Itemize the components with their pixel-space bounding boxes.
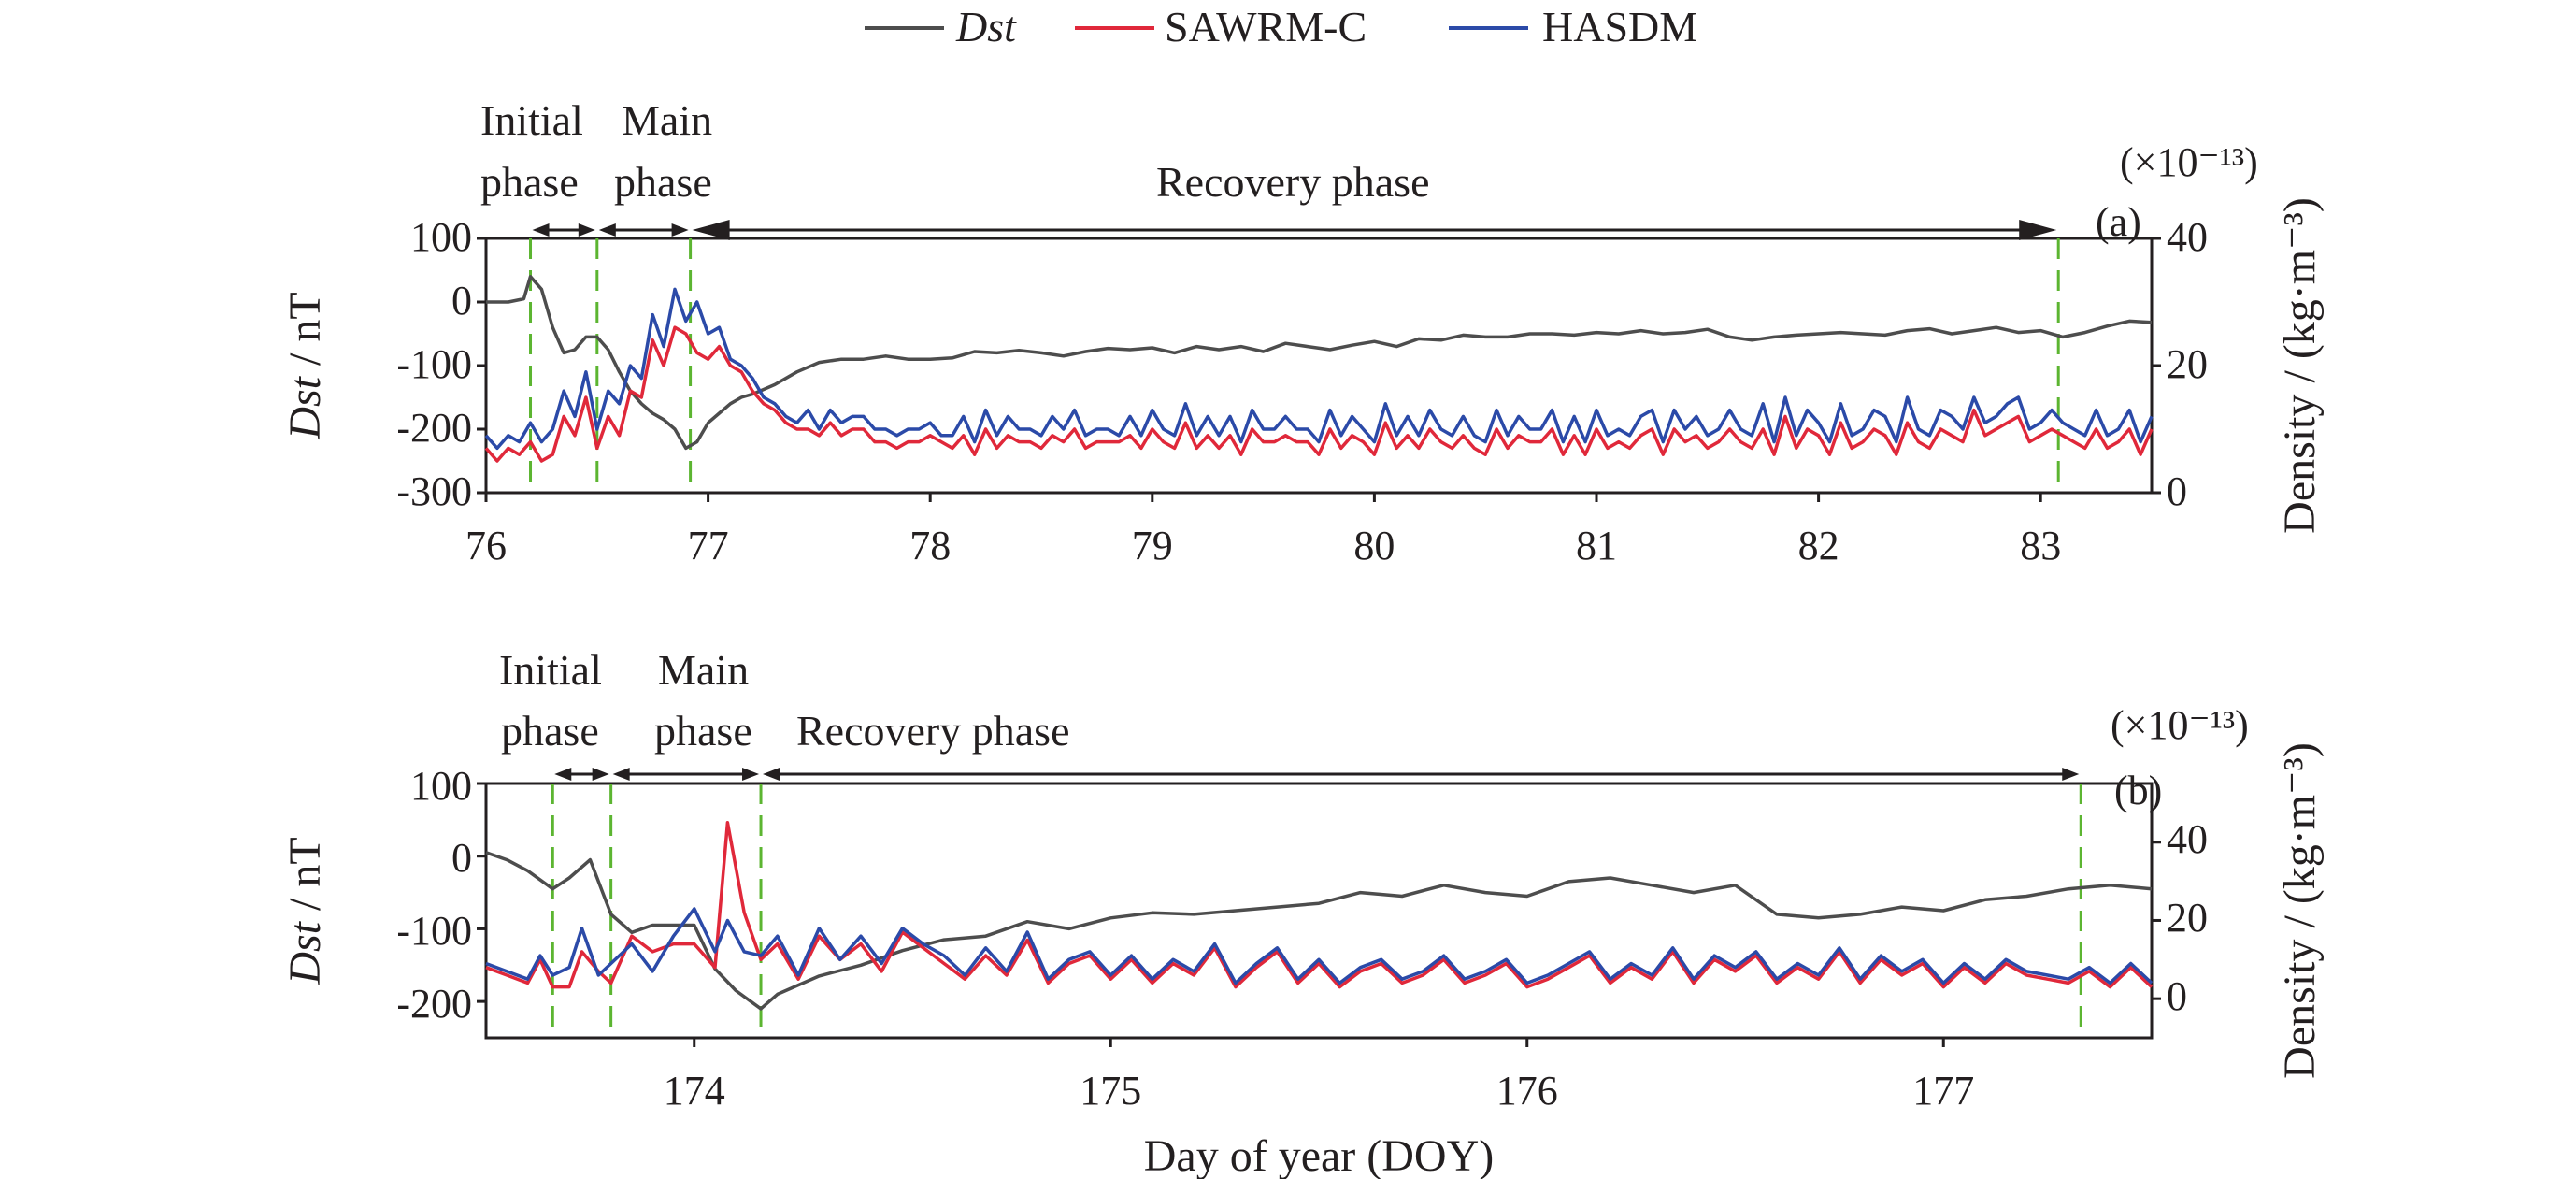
panel-a-xtick: 83: [2020, 523, 2061, 568]
panel-b-right-ticks: 0 20 40: [2167, 816, 2208, 1019]
phase-arrow-head-left: [554, 768, 572, 781]
panel-a-ytick-right: 0: [2167, 468, 2187, 514]
panel-b-left-ticks: 100 0 -100 -200: [396, 763, 472, 1027]
panel-a-right-ticks: 0 20 40: [2167, 214, 2208, 514]
panel-a: 100 0 -100 -200 -300 0 20 40 76 77 78 79…: [280, 96, 2325, 568]
series-line-sawrm-c: [484, 325, 2154, 463]
panel-b-xtick: 177: [1912, 1068, 1974, 1114]
panel-a-phase-recovery: Recovery phase: [1156, 158, 1430, 206]
panel-a-xtick: 78: [909, 523, 951, 568]
panel-b-series: [477, 782, 2161, 1047]
phase-arrow-head-right: [578, 223, 595, 237]
panel-a-ytick-right: 20: [2167, 341, 2208, 387]
panel-b-ytick-left: 0: [451, 835, 472, 881]
panel-b-phase-initial: Initial: [499, 646, 602, 694]
phase-arrow-head-right: [671, 223, 689, 237]
series-line-dst: [486, 275, 2153, 451]
panel-b-phase-text: Initial Main phase phase Recovery phase: [499, 646, 1070, 755]
panel-a-series: [477, 237, 2161, 502]
panel-a-phase-initial: Initial: [480, 96, 583, 144]
panel-b-phase-arrows: [554, 768, 2080, 781]
panel-b-frame: [484, 782, 2154, 1040]
series-line-dst: [485, 851, 2153, 1011]
panel-a-label: (a): [2096, 199, 2141, 245]
panel-a-xtick: 80: [1353, 523, 1395, 568]
phase-arrow-head-left: [612, 768, 630, 781]
panel-b-xtick: 174: [664, 1068, 725, 1114]
panel-b-xtick: 176: [1496, 1068, 1558, 1114]
panel-b-phase-recovery: Recovery phase: [796, 707, 1070, 755]
panel-b-label: (b): [2114, 768, 2162, 813]
legend-dst-label: Dst: [955, 3, 1017, 50]
panel-b-x-ticks: 174 175 176 177: [664, 1068, 1974, 1114]
panel-b-ytick-left: 100: [410, 763, 472, 809]
panel-b-ytick-right: 40: [2167, 816, 2208, 862]
panel-b-phase-main: Main: [658, 646, 749, 694]
phase-arrow-head-left: [692, 220, 730, 240]
phase-arrow-head-left: [763, 768, 780, 781]
legend-hasdm-label: HASDM: [1542, 3, 1697, 50]
panel-a-phase-main: Main: [622, 96, 712, 144]
panel-b-ytick-right: 20: [2167, 895, 2208, 941]
phase-arrow-head-right: [592, 768, 609, 781]
panel-b-phase-word1: phase: [501, 707, 599, 755]
panel-a-ytick-left: -100: [396, 341, 472, 387]
legend-sawrm-label: SAWRM-C: [1165, 3, 1367, 50]
panel-a-ytick-left: 0: [451, 278, 472, 324]
panel-b-multiplier: (×10⁻¹³): [2111, 702, 2249, 748]
panel-a-phase-word1: phase: [480, 158, 579, 206]
phase-arrow-head-left: [532, 223, 550, 237]
panel-a-xtick: 77: [688, 523, 729, 568]
panel-a-phase-text: Initial Main phase phase Recovery phase: [480, 96, 1430, 206]
panel-a-ylabel-left: Dst / nT: [280, 292, 330, 439]
series-line-hasdm: [484, 287, 2154, 451]
phase-arrow-head-right: [742, 768, 760, 781]
panel-b-ytick-left: -100: [396, 908, 472, 954]
panel-b-ytick-right: 0: [2167, 973, 2187, 1019]
series-line-sawrm-c: [485, 821, 2154, 989]
panel-a-left-ticks: 100 0 -100 -200 -300: [396, 214, 472, 514]
panel-a-ytick-right: 40: [2167, 214, 2208, 260]
panel-a-ytick-left: 100: [410, 214, 472, 260]
phase-arrow-head-left: [598, 223, 616, 237]
panel-b-phase-boundaries: [551, 784, 2082, 1038]
panel-a-phase-word2: phase: [614, 158, 712, 206]
panel-a-x-ticks: 76 77 78 79 80 81 82 83: [465, 523, 2061, 568]
panel-a-xtick: 81: [1576, 523, 1617, 568]
phase-arrow-head-right: [2062, 768, 2080, 781]
phase-arrow-head-right: [2019, 220, 2057, 240]
panel-a-phase-arrows: [532, 220, 2057, 240]
legend: Dst SAWRM-C HASDM: [865, 3, 1697, 50]
panel-a-ytick-left: -300: [396, 468, 472, 514]
panel-a-xtick: 82: [1798, 523, 1839, 568]
panel-a-ylabel-right: Density / (kg·m⁻³): [2275, 197, 2325, 534]
x-axis-label: Day of year (DOY): [1144, 1131, 1495, 1179]
panel-a-multiplier: (×10⁻¹³): [2120, 139, 2258, 185]
panel-a-xtick: 79: [1132, 523, 1173, 568]
panel-b-xtick: 175: [1080, 1068, 1141, 1114]
panel-b: 100 0 -100 -200 0 20 40 174 175 176 177 …: [280, 646, 2325, 1114]
panel-b-ytick-left: -200: [396, 981, 472, 1027]
panel-b-phase-word2: phase: [654, 707, 752, 755]
panel-b-ylabel-right: Density / (kg·m⁻³): [2275, 742, 2325, 1079]
series-line-hasdm: [485, 907, 2154, 985]
panel-a-xtick: 76: [465, 523, 507, 568]
panel-a-ytick-left: -200: [396, 405, 472, 451]
panel-b-ylabel-left: Dst / nT: [280, 837, 330, 985]
